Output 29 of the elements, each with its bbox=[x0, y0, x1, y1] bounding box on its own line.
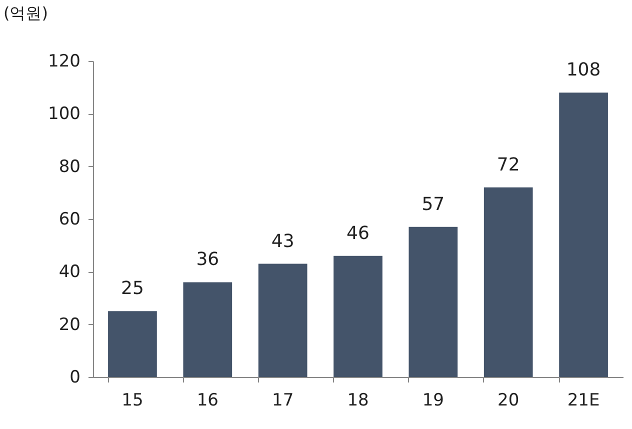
x-tick-label: 21E bbox=[567, 390, 600, 410]
x-tick-label: 16 bbox=[196, 390, 218, 410]
x-tick-label: 17 bbox=[272, 390, 294, 410]
y-tick-label: 100 bbox=[48, 104, 80, 124]
y-tick-label: 0 bbox=[70, 368, 80, 388]
y-tick-label: 120 bbox=[48, 52, 80, 72]
data-label: 36 bbox=[196, 249, 220, 270]
bar bbox=[258, 264, 308, 377]
y-tick-label: 60 bbox=[58, 210, 80, 230]
y-tick-label: 40 bbox=[58, 262, 80, 282]
x-tick-label: 15 bbox=[122, 390, 144, 410]
bar bbox=[559, 92, 608, 377]
x-tick-label: 18 bbox=[347, 390, 369, 410]
data-label: 72 bbox=[496, 154, 520, 176]
bar bbox=[108, 311, 157, 377]
y-axis-title: (억원) bbox=[4, 4, 48, 22]
bar bbox=[484, 187, 533, 377]
data-label: 43 bbox=[271, 230, 294, 252]
x-tick-label: 19 bbox=[422, 390, 444, 410]
x-tick-label: 20 bbox=[498, 390, 520, 410]
bar bbox=[334, 256, 382, 377]
data-label: 108 bbox=[566, 60, 601, 81]
y-tick-label: 20 bbox=[58, 314, 80, 335]
y-tick-label: 80 bbox=[58, 156, 80, 177]
data-label: 46 bbox=[346, 222, 370, 244]
bar bbox=[183, 282, 232, 377]
bar bbox=[408, 226, 458, 377]
data-label: 57 bbox=[422, 194, 445, 215]
data-label: 25 bbox=[121, 278, 144, 300]
